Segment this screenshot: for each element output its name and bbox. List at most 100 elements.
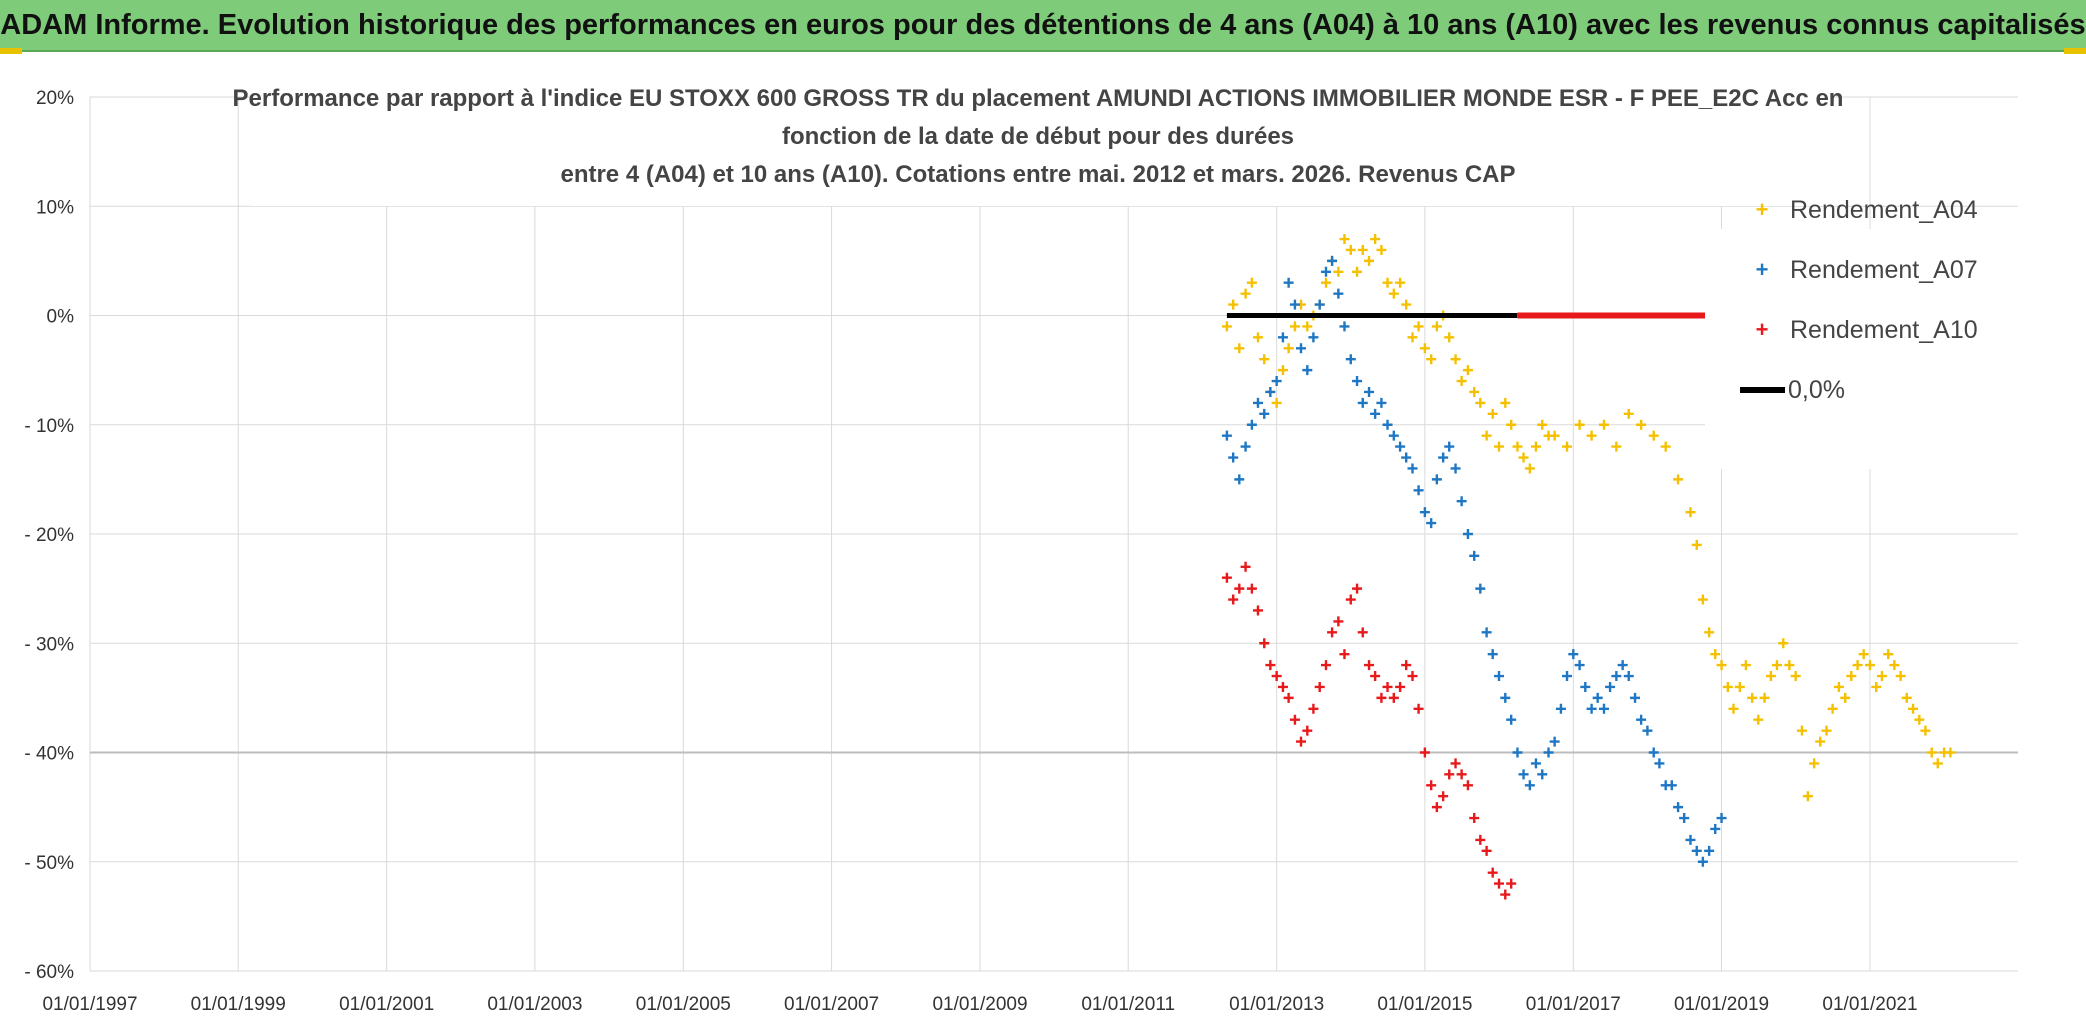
data-point bbox=[1642, 725, 1653, 736]
data-point bbox=[1846, 671, 1857, 682]
data-point bbox=[1376, 692, 1387, 703]
x-tick-label: 01/01/2005 bbox=[636, 994, 731, 1015]
data-point bbox=[1759, 692, 1770, 703]
data-point bbox=[1388, 288, 1399, 299]
data-point bbox=[1240, 561, 1251, 572]
data-point bbox=[1568, 649, 1579, 660]
data-point bbox=[1740, 660, 1751, 671]
legend-item-a10: + Rendement_A10 bbox=[1756, 316, 1978, 344]
data-point bbox=[1431, 321, 1442, 332]
data-point bbox=[1765, 671, 1776, 682]
data-point bbox=[1407, 463, 1418, 474]
data-point bbox=[1530, 758, 1541, 769]
y-tick-label: - 10% bbox=[24, 416, 74, 437]
data-point bbox=[1487, 867, 1498, 878]
data-point bbox=[1648, 747, 1659, 758]
data-point bbox=[1308, 332, 1319, 343]
data-point bbox=[1382, 419, 1393, 430]
data-point bbox=[1283, 277, 1294, 288]
data-point bbox=[1784, 660, 1795, 671]
y-tick-label: - 50% bbox=[24, 853, 74, 874]
data-point bbox=[1401, 660, 1412, 671]
legend-label-a04: Rendement_A04 bbox=[1790, 196, 1978, 224]
data-point bbox=[1858, 649, 1869, 660]
chart-background bbox=[0, 54, 2086, 1031]
x-axis-tick-labels: 01/01/1997 01/01/1999 01/01/2001 01/01/2003… bbox=[42, 994, 1917, 1015]
data-point bbox=[1778, 638, 1789, 649]
data-point bbox=[1357, 627, 1368, 638]
data-point bbox=[1431, 802, 1442, 813]
data-point bbox=[1562, 441, 1573, 452]
data-point bbox=[1555, 703, 1566, 714]
data-point bbox=[1815, 736, 1826, 747]
data-point bbox=[1469, 386, 1480, 397]
data-point bbox=[1574, 660, 1585, 671]
x-tick-label: 01/01/2007 bbox=[784, 994, 879, 1015]
data-point bbox=[1462, 529, 1473, 539]
data-point bbox=[1481, 627, 1492, 638]
data-point bbox=[1530, 441, 1541, 452]
data-point bbox=[1401, 452, 1412, 463]
x-tick-label: 01/01/2019 bbox=[1674, 994, 1769, 1015]
data-point bbox=[1228, 299, 1239, 310]
data-point bbox=[1524, 463, 1535, 474]
data-point bbox=[1704, 627, 1715, 638]
data-point bbox=[1506, 419, 1517, 430]
data-point bbox=[1296, 736, 1307, 747]
data-point bbox=[1376, 397, 1387, 408]
data-point bbox=[1277, 365, 1288, 376]
data-point bbox=[1475, 834, 1486, 845]
y-tick-label: 20% bbox=[36, 88, 74, 109]
data-point bbox=[1821, 725, 1832, 736]
data-point bbox=[1271, 671, 1282, 682]
data-point bbox=[1456, 496, 1467, 507]
chart-title: Performance par rapport à l'indice EU ST… bbox=[233, 85, 1844, 188]
x-tick-label: 01/01/2013 bbox=[1229, 994, 1324, 1015]
data-point bbox=[1673, 802, 1684, 813]
data-point bbox=[1259, 408, 1270, 419]
data-point bbox=[1475, 397, 1486, 408]
data-point bbox=[1518, 769, 1529, 780]
data-point bbox=[1364, 660, 1375, 671]
data-point bbox=[1357, 397, 1368, 408]
x-tick-label: 01/01/2017 bbox=[1526, 994, 1621, 1015]
banner-title: ADAM Informe. Evolution historique des p… bbox=[0, 8, 2086, 41]
data-point bbox=[1685, 507, 1696, 518]
data-point bbox=[1512, 747, 1523, 758]
y-tick-label: - 20% bbox=[24, 525, 74, 546]
data-point bbox=[1388, 430, 1399, 441]
data-point bbox=[1259, 354, 1270, 365]
data-point bbox=[1413, 485, 1424, 496]
data-point bbox=[1289, 321, 1300, 332]
data-point bbox=[1697, 594, 1708, 605]
data-point bbox=[1611, 671, 1622, 682]
data-point bbox=[1277, 332, 1288, 343]
data-point bbox=[1259, 638, 1270, 649]
x-tick-label: 01/01/2011 bbox=[1081, 994, 1175, 1015]
data-point bbox=[1320, 277, 1331, 288]
data-point bbox=[1370, 234, 1381, 245]
data-point bbox=[1395, 277, 1406, 288]
data-point bbox=[1407, 671, 1418, 682]
data-point bbox=[1630, 692, 1641, 703]
data-point bbox=[1289, 714, 1300, 725]
data-point bbox=[1382, 681, 1393, 692]
data-point bbox=[1691, 845, 1702, 856]
data-point bbox=[1512, 441, 1523, 452]
data-point bbox=[1444, 441, 1455, 452]
data-point bbox=[1271, 376, 1282, 387]
x-tick-label: 01/01/2001 bbox=[339, 994, 434, 1015]
data-point bbox=[1352, 376, 1363, 387]
data-point bbox=[1926, 747, 1937, 758]
data-point bbox=[1586, 703, 1597, 714]
data-point bbox=[1493, 671, 1504, 682]
data-point bbox=[1401, 299, 1412, 310]
data-point bbox=[1598, 419, 1609, 430]
data-point bbox=[1648, 430, 1659, 441]
legend-label-a07: Rendement_A07 bbox=[1790, 256, 1978, 284]
data-point bbox=[1493, 878, 1504, 889]
data-point bbox=[1673, 474, 1684, 485]
y-tick-label: - 60% bbox=[24, 962, 74, 983]
data-point bbox=[1666, 780, 1677, 791]
data-point bbox=[1327, 627, 1338, 638]
